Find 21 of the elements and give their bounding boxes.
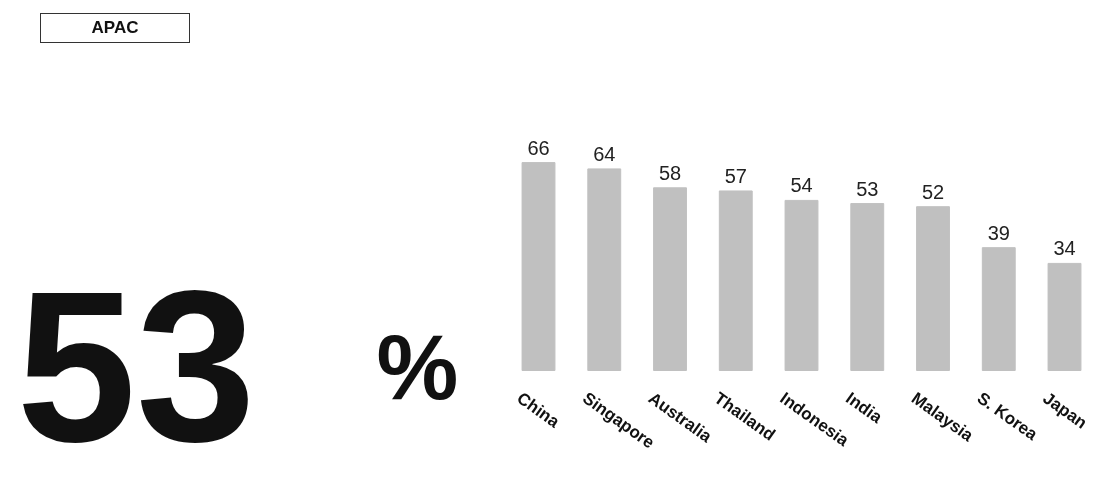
data-label: 58 [658, 161, 682, 184]
bar [1047, 262, 1082, 371]
bar [587, 168, 622, 371]
text: 53 [16, 246, 256, 485]
data-label: 53 [856, 177, 879, 200]
text: % [376, 315, 459, 418]
data-label: 34 [1053, 237, 1076, 260]
data-label: 52 [921, 180, 945, 203]
bar [850, 203, 885, 371]
data-label: 54 [790, 174, 813, 197]
bar [784, 199, 819, 371]
data-label: 64 [593, 142, 616, 165]
text: APAC [40, 13, 190, 43]
bar [916, 206, 950, 371]
data-label: 57 [724, 164, 747, 187]
bar [653, 187, 687, 371]
bar [718, 190, 753, 371]
data-label: 39 [987, 221, 1010, 244]
data-label: 66 [527, 136, 550, 159]
bar [981, 247, 1016, 371]
bar [521, 162, 556, 371]
